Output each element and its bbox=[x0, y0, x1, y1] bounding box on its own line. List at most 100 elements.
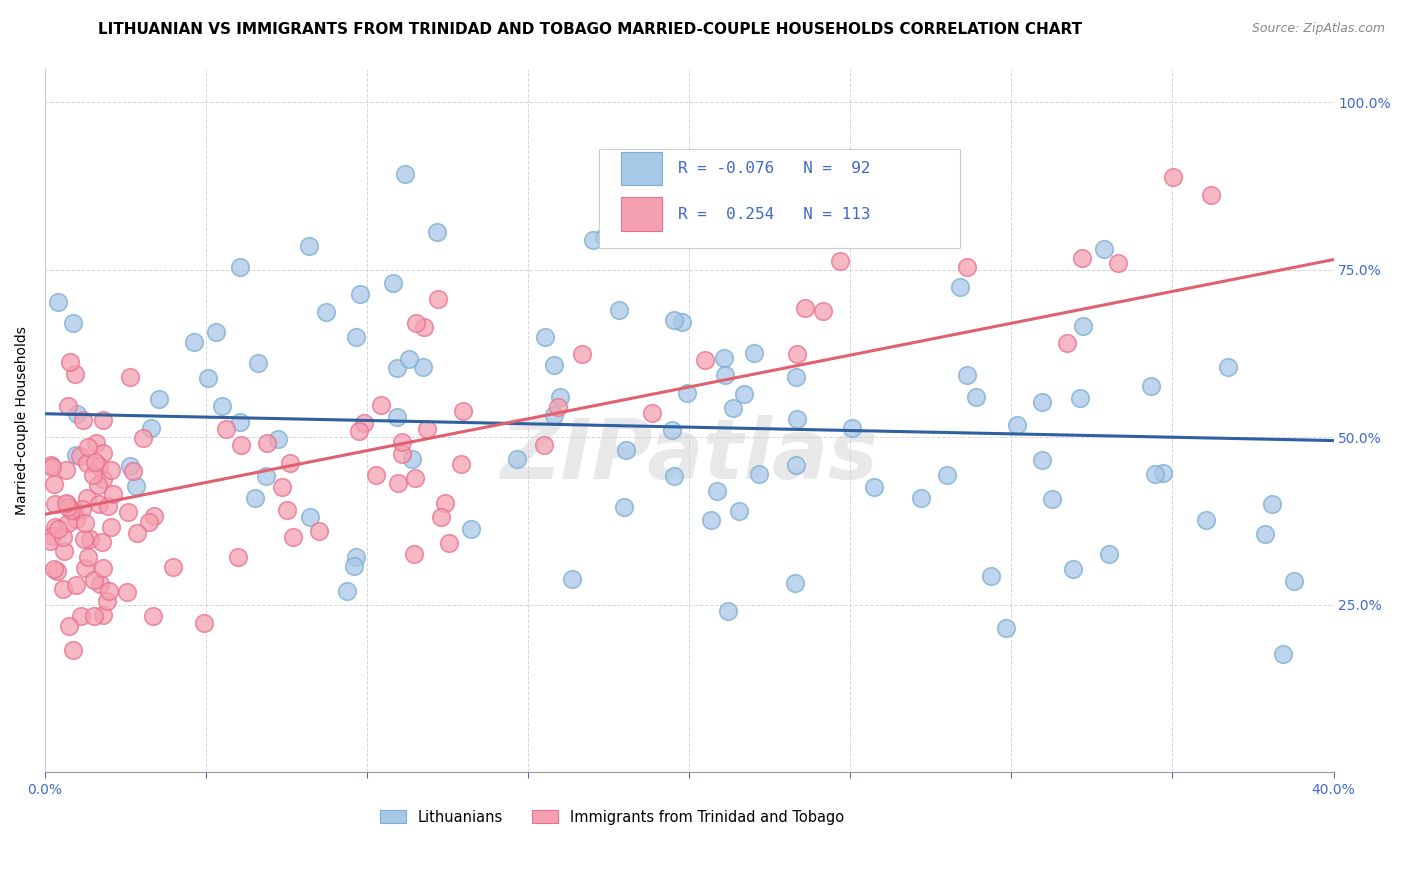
Point bbox=[79, 532, 101, 546]
Point bbox=[72, 502, 94, 516]
Point bbox=[46, 295, 69, 310]
FancyBboxPatch shape bbox=[599, 150, 960, 248]
Point bbox=[1143, 467, 1166, 481]
Point bbox=[748, 467, 770, 481]
Point bbox=[62, 316, 84, 330]
Point bbox=[87, 497, 110, 511]
Point bbox=[676, 386, 699, 401]
Point bbox=[349, 286, 371, 301]
Point bbox=[58, 399, 80, 413]
Point bbox=[1062, 562, 1084, 576]
Point bbox=[385, 409, 408, 424]
Point bbox=[713, 351, 735, 365]
Point bbox=[1073, 318, 1095, 333]
Point bbox=[62, 643, 84, 657]
Text: LITHUANIAN VS IMMIGRANTS FROM TRINIDAD AND TOBAGO MARRIED-COUPLE HOUSEHOLDS CORR: LITHUANIAN VS IMMIGRANTS FROM TRINIDAD A… bbox=[98, 22, 1083, 37]
Point bbox=[785, 370, 807, 384]
Point bbox=[1254, 527, 1277, 541]
Point bbox=[1282, 574, 1305, 588]
Point bbox=[117, 505, 139, 519]
Point bbox=[506, 452, 529, 467]
Point bbox=[1199, 188, 1222, 202]
Point bbox=[58, 619, 80, 633]
Point bbox=[344, 549, 367, 564]
Point bbox=[73, 516, 96, 531]
Point bbox=[1260, 497, 1282, 511]
Point bbox=[344, 330, 367, 344]
Point bbox=[229, 438, 252, 452]
Text: Source: ZipAtlas.com: Source: ZipAtlas.com bbox=[1251, 22, 1385, 36]
Bar bbox=[621, 152, 662, 186]
Point bbox=[841, 421, 863, 435]
Point bbox=[247, 356, 270, 370]
Point bbox=[671, 315, 693, 329]
Point bbox=[1092, 242, 1115, 256]
Point bbox=[582, 233, 605, 247]
Point bbox=[828, 253, 851, 268]
Point bbox=[1056, 335, 1078, 350]
Point bbox=[138, 515, 160, 529]
Point bbox=[55, 463, 77, 477]
Point bbox=[254, 469, 277, 483]
Point bbox=[394, 167, 416, 181]
Point bbox=[936, 468, 959, 483]
Point bbox=[115, 585, 138, 599]
Point bbox=[118, 459, 141, 474]
Point bbox=[733, 387, 755, 401]
Point bbox=[183, 335, 205, 350]
Point bbox=[65, 368, 87, 382]
Point bbox=[76, 456, 98, 470]
Point bbox=[614, 442, 637, 457]
Point bbox=[453, 403, 475, 417]
Point bbox=[1161, 169, 1184, 184]
Point bbox=[450, 457, 472, 471]
Point bbox=[956, 368, 979, 383]
Point bbox=[1272, 647, 1295, 661]
Point bbox=[412, 359, 434, 374]
Point bbox=[543, 408, 565, 422]
Point bbox=[101, 487, 124, 501]
Point bbox=[533, 330, 555, 344]
Point bbox=[276, 503, 298, 517]
Point bbox=[1139, 378, 1161, 392]
Point bbox=[910, 491, 932, 505]
Point bbox=[72, 413, 94, 427]
Point bbox=[742, 346, 765, 360]
Point bbox=[84, 436, 107, 450]
Point bbox=[1097, 547, 1119, 561]
Point bbox=[98, 584, 121, 599]
Point bbox=[97, 500, 120, 514]
Point bbox=[53, 544, 76, 558]
Point bbox=[353, 416, 375, 430]
Point bbox=[41, 528, 63, 542]
Point bbox=[794, 301, 817, 316]
Point bbox=[398, 351, 420, 366]
Point bbox=[415, 422, 437, 436]
Point bbox=[299, 509, 322, 524]
Point bbox=[387, 475, 409, 490]
Point bbox=[571, 347, 593, 361]
Point bbox=[727, 503, 749, 517]
Point bbox=[44, 562, 66, 576]
Point bbox=[281, 530, 304, 544]
Point bbox=[41, 458, 63, 473]
Point bbox=[548, 391, 571, 405]
Point bbox=[994, 621, 1017, 635]
Point bbox=[52, 582, 75, 597]
Point bbox=[65, 448, 87, 462]
Point bbox=[127, 525, 149, 540]
Point bbox=[547, 400, 569, 414]
Point bbox=[336, 584, 359, 599]
Point bbox=[700, 513, 723, 527]
Point bbox=[83, 608, 105, 623]
Point bbox=[1005, 417, 1028, 432]
Point bbox=[613, 500, 636, 515]
Point bbox=[1040, 491, 1063, 506]
Point bbox=[308, 524, 330, 539]
Point bbox=[430, 510, 453, 524]
Point bbox=[91, 445, 114, 459]
Point bbox=[69, 449, 91, 463]
Point bbox=[91, 472, 114, 486]
Point bbox=[786, 347, 808, 361]
Point bbox=[783, 576, 806, 591]
